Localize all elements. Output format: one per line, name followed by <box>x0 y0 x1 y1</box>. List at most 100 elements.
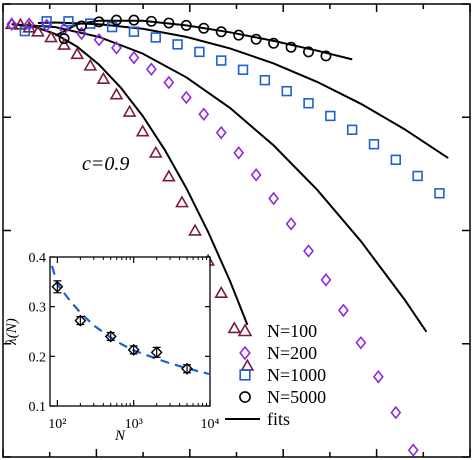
data-point <box>434 188 445 199</box>
data-point <box>214 285 229 299</box>
data-point <box>320 50 332 62</box>
data-point <box>109 87 124 100</box>
data-point <box>216 55 227 66</box>
inset-x-axis-label: N <box>114 428 126 444</box>
data-point <box>215 125 227 140</box>
data-point <box>338 303 349 318</box>
data-point <box>76 26 87 41</box>
inset-data-point <box>181 362 194 375</box>
inset-data-point <box>104 330 117 343</box>
fit-line <box>11 23 428 333</box>
data-point <box>194 46 205 58</box>
data-point <box>198 22 210 34</box>
data-point <box>355 335 367 350</box>
data-point <box>303 244 314 258</box>
data-point <box>41 18 53 33</box>
data-point <box>175 195 189 208</box>
data-point <box>268 37 280 49</box>
fit-line <box>37 21 449 159</box>
data-point <box>148 145 163 158</box>
data-point <box>180 19 192 31</box>
data-point <box>57 37 71 50</box>
data-point <box>93 16 105 28</box>
data-point <box>44 30 58 43</box>
data-point <box>346 124 358 136</box>
data-point <box>215 26 227 38</box>
data-point <box>163 17 175 29</box>
data-point <box>320 273 332 287</box>
data-point <box>93 32 105 47</box>
inset-plot: 0.1 0.2 0.3 0.4 10² 10³ 10⁴ Nλ(N) <box>4 251 220 444</box>
data-point <box>96 71 111 84</box>
data-point <box>259 74 271 86</box>
data-point <box>111 14 122 26</box>
data-point <box>240 358 255 371</box>
data-point <box>281 85 292 97</box>
inset-data-point <box>74 314 87 327</box>
data-point <box>19 25 31 37</box>
inset-x-tick-label: 10³ <box>125 417 143 432</box>
inset-data-point <box>150 346 163 359</box>
data-point <box>285 41 297 53</box>
data-point <box>150 32 161 43</box>
inset-y-tick-label: 0.1 <box>29 400 47 415</box>
data-point <box>31 24 45 37</box>
legend-marker <box>239 391 251 403</box>
data-point <box>163 75 175 90</box>
series-n-5000 <box>58 14 332 62</box>
data-point <box>128 14 140 26</box>
inset-x-tick-label: 10² <box>48 417 66 432</box>
data-point <box>111 41 122 55</box>
data-point <box>172 39 183 50</box>
data-point <box>372 370 384 384</box>
legend-label: N=1000 <box>267 365 326 385</box>
data-point <box>250 33 262 45</box>
data-point <box>368 139 380 150</box>
data-point <box>145 62 157 76</box>
inset-y-tick-label: 0.4 <box>29 251 47 266</box>
legend-marker <box>239 369 251 381</box>
legend-label: N=200 <box>267 343 317 363</box>
legend-marker <box>239 345 251 361</box>
data-point <box>237 64 249 75</box>
inset-data-point <box>127 343 140 356</box>
data-point <box>180 90 192 105</box>
data-point <box>6 17 18 31</box>
parameter-annotation: c=0.9 <box>82 153 129 175</box>
data-point <box>412 170 423 182</box>
inset-fit-line <box>50 265 210 376</box>
data-point <box>63 16 74 27</box>
data-point <box>250 168 262 182</box>
data-point <box>122 104 137 117</box>
inset-y-axis-label: λ(N) <box>4 318 20 346</box>
data-point <box>325 110 336 122</box>
inset-y-tick-label: 0.2 <box>29 350 47 365</box>
data-point <box>407 443 419 457</box>
data-point <box>58 33 70 45</box>
data-point <box>303 46 314 58</box>
data-point <box>188 223 202 236</box>
fit-line <box>54 19 353 61</box>
data-point <box>268 191 280 206</box>
data-point <box>76 20 88 32</box>
data-point <box>128 26 140 37</box>
data-point <box>128 50 140 65</box>
series-n-200 <box>6 17 419 457</box>
data-point <box>161 169 176 182</box>
main-plot-frame <box>2 3 471 458</box>
data-point <box>303 98 314 109</box>
data-point <box>83 58 98 71</box>
inset-data-point <box>51 280 64 294</box>
data-point <box>390 154 402 166</box>
inset-x-tick-label: 10⁴ <box>201 417 220 432</box>
inset-axes-box <box>49 256 211 407</box>
data-point <box>390 405 402 420</box>
inset-y-tick-label: 0.3 <box>29 301 47 316</box>
data-point <box>227 321 242 334</box>
data-point <box>285 217 297 231</box>
data-point <box>135 124 150 137</box>
data-point <box>233 146 245 160</box>
legend-label: N=100 <box>267 321 317 341</box>
